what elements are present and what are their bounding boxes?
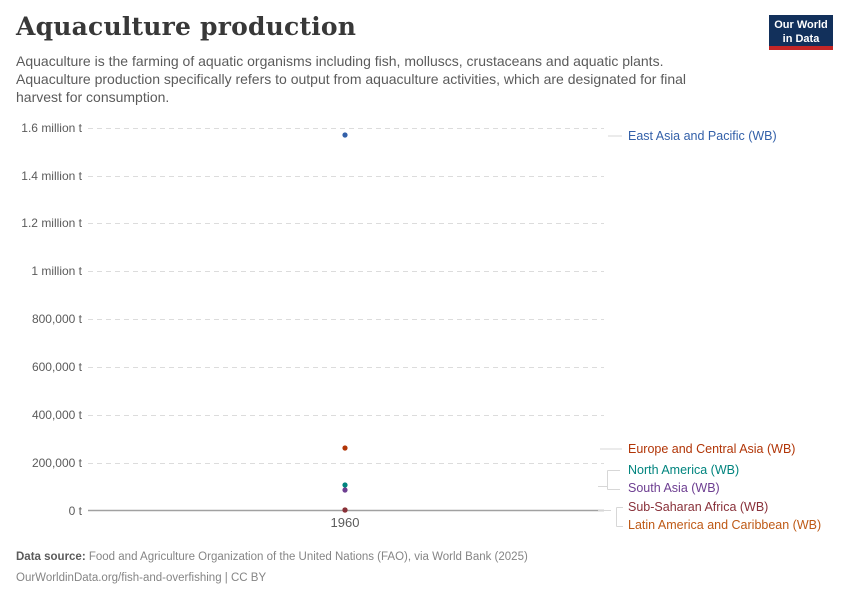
legend-item-sub-saharan-africa[interactable]: Sub-Saharan Africa (WB) bbox=[628, 500, 769, 514]
page-title: Aquaculture production bbox=[16, 12, 357, 41]
data-point-south-asia[interactable] bbox=[342, 487, 348, 493]
owid-logo[interactable]: Our World in Data bbox=[769, 15, 833, 50]
owid-url-link[interactable]: OurWorldinData.org/fish-and-overfishing bbox=[16, 571, 222, 584]
x-tick-label-1960: 1960 bbox=[331, 515, 360, 530]
data-point-north-america[interactable] bbox=[342, 482, 348, 488]
y-tick-label: 1.6 million t bbox=[21, 121, 82, 135]
owid-logo-line1: Our World bbox=[774, 19, 828, 31]
owid-logo-line2: in Data bbox=[782, 32, 820, 45]
legend-item-europe-central-asia[interactable]: Europe and Central Asia (WB) bbox=[628, 442, 796, 456]
y-axis-tick-labels: 1.6 million t 1.4 million t 1.2 million … bbox=[21, 121, 82, 518]
data-point-sub-saharan-africa[interactable] bbox=[342, 507, 348, 513]
y-tick-label: 800,000 t bbox=[32, 312, 83, 326]
y-tick-label: 1.2 million t bbox=[21, 216, 82, 230]
data-point-east-asia-pacific[interactable] bbox=[342, 132, 348, 138]
legend-connector-lines bbox=[598, 135, 623, 527]
legend-item-south-asia[interactable]: South Asia (WB) bbox=[628, 481, 720, 495]
y-tick-label: 1.4 million t bbox=[21, 169, 82, 183]
data-points bbox=[342, 132, 348, 513]
license-line: OurWorldinData.org/fish-and-overfishing … bbox=[16, 568, 528, 589]
owid-logo-accent-strip bbox=[769, 46, 833, 50]
data-source-line: Data source: Food and Agriculture Organi… bbox=[16, 547, 528, 568]
chart-footer: Data source: Food and Agriculture Organi… bbox=[16, 547, 528, 588]
data-source-text: Food and Agriculture Organization of the… bbox=[85, 551, 528, 563]
legend-item-east-asia-pacific[interactable]: East Asia and Pacific (WB) bbox=[628, 129, 777, 143]
y-tick-label: 400,000 t bbox=[32, 408, 83, 422]
y-tick-label: 600,000 t bbox=[32, 360, 83, 374]
y-tick-label: 0 t bbox=[69, 504, 83, 518]
y-tick-label: 200,000 t bbox=[32, 456, 83, 470]
y-gridlines bbox=[88, 128, 604, 464]
legend-item-north-america[interactable]: North America (WB) bbox=[628, 463, 740, 477]
chart-subtitle: Aquaculture is the farming of aquatic or… bbox=[16, 53, 687, 106]
data-source-label: Data source: bbox=[16, 551, 86, 563]
legend-item-latin-america-caribbean[interactable]: Latin America and Caribbean (WB) bbox=[628, 518, 822, 532]
data-point-europe-central-asia[interactable] bbox=[342, 445, 348, 451]
y-tick-label: 1 million t bbox=[31, 264, 82, 278]
license-text: | CC BY bbox=[221, 571, 267, 584]
